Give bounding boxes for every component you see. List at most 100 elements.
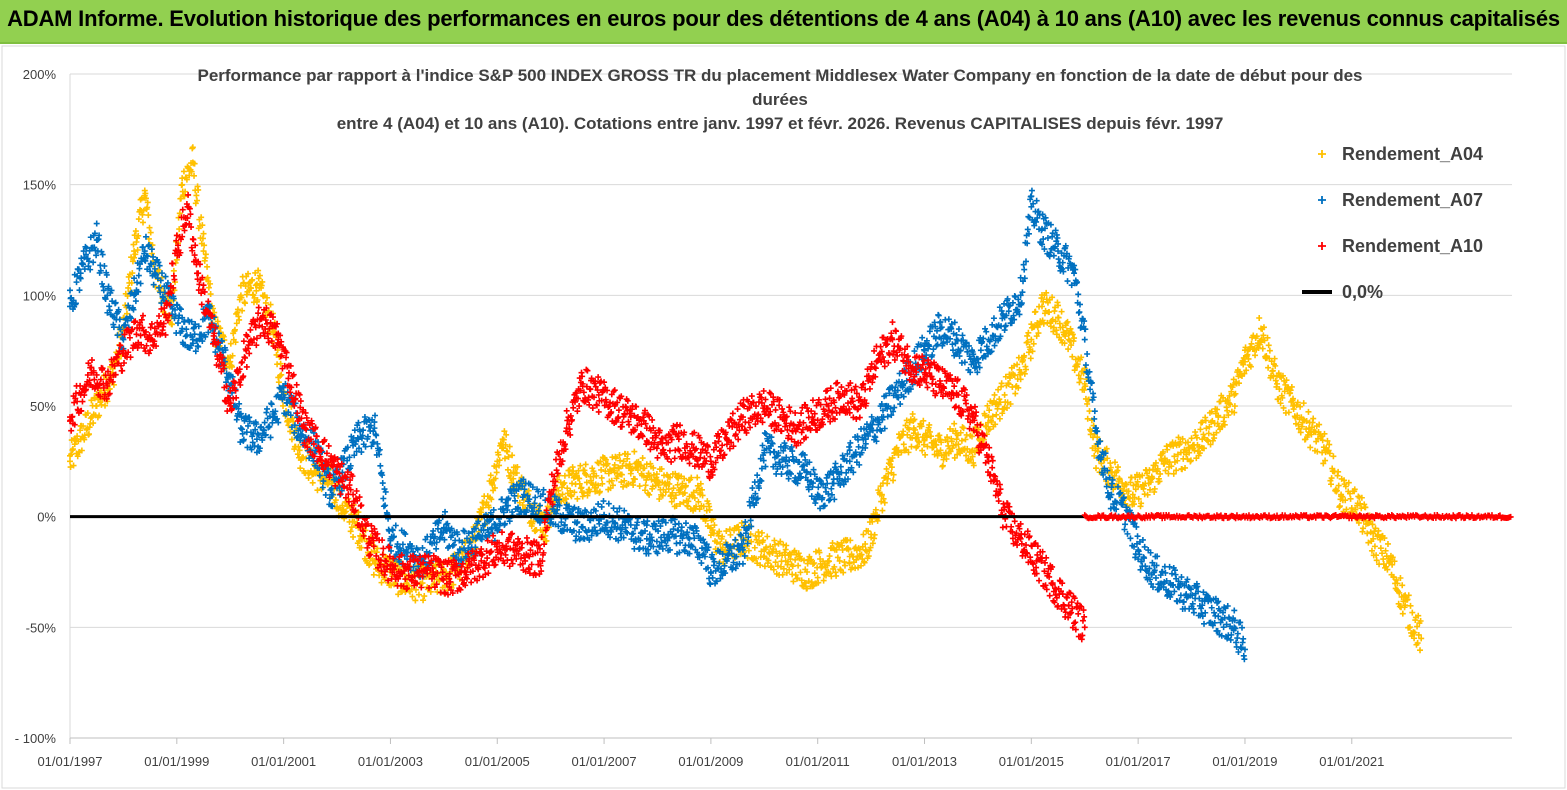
point-rendement-a04 [146,224,153,231]
point-rendement-a04 [811,570,818,577]
point-rendement-a04 [958,437,965,444]
point-rendement-a04 [571,489,578,496]
point-rendement-a04 [131,254,138,261]
point-rendement-a04 [783,569,790,576]
point-rendement-a04 [589,465,596,472]
point-rendement-a04 [80,423,87,430]
point-rendement-a04 [70,462,77,469]
point-rendement-a04 [719,533,726,540]
point-rendement-a04 [85,431,92,438]
point-rendement-a04 [491,484,498,491]
point-rendement-a04 [869,518,876,525]
y-tick-label: 200% [23,67,57,82]
point-rendement-a04 [280,402,287,409]
point-rendement-a04 [139,211,146,218]
point-rendement-a04 [74,453,81,460]
point-rendement-a04 [102,402,109,409]
point-rendement-a04 [267,301,274,308]
point-rendement-a04 [986,407,993,414]
point-rendement-a04 [232,339,239,346]
x-tick-label: 01/01/2021 [1319,754,1384,769]
point-rendement-a04 [968,433,975,440]
point-rendement-a04 [558,484,565,491]
point-rendement-a04 [779,571,786,578]
point-rendement-a04 [911,416,918,423]
point-rendement-a04 [191,172,198,179]
point-rendement-a04 [842,562,849,569]
point-rendement-a04 [888,464,895,471]
point-rendement-a04 [852,544,859,551]
point-rendement-a04 [576,480,583,487]
point-rendement-a04 [493,469,500,476]
page-title: ADAM Informe. Evolution historique des p… [7,6,1560,31]
point-rendement-a04 [696,506,703,513]
point-rendement-a04 [240,279,247,286]
point-rendement-a04 [84,410,91,417]
point-rendement-a04 [415,591,422,598]
point-rendement-a04 [726,526,733,533]
point-rendement-a04 [908,443,915,450]
point-rendement-a04 [952,427,959,434]
point-rendement-a04 [790,578,797,585]
point-rendement-a04 [193,197,200,204]
point-rendement-a04 [951,420,958,427]
point-rendement-a04 [928,433,935,440]
point-rendement-a04 [909,411,916,418]
point-rendement-a04 [427,588,434,595]
point-rendement-a04 [674,481,681,488]
point-rendement-a04 [847,537,854,544]
point-rendement-a04 [125,284,132,291]
point-rendement-a04 [865,528,872,535]
point-rendement-a04 [255,267,262,274]
point-rendement-a04 [970,462,977,469]
point-rendement-a04 [889,454,896,461]
point-rendement-a04 [559,491,566,498]
point-rendement-a04 [242,300,249,307]
point-rendement-a04 [169,321,176,328]
point-rendement-a04 [253,287,260,294]
point-rendement-a04 [756,539,763,546]
point-rendement-a04 [697,480,704,487]
point-rendement-a04 [747,531,754,538]
point-rendement-a04 [990,397,997,404]
x-tick-label: 01/01/2007 [572,754,637,769]
point-rendement-a04 [560,481,567,488]
y-tick-label: 150% [23,178,57,193]
point-rendement-a04 [568,493,575,500]
point-rendement-a04 [969,453,976,460]
x-tick-label: 01/01/1997 [37,754,102,769]
point-rendement-a04 [694,474,701,481]
y-tick-label: -50% [26,620,57,635]
point-rendement-a04 [717,540,724,547]
point-rendement-a04 [845,546,852,553]
point-rendement-a04 [869,540,876,547]
point-rendement-a04 [254,296,261,303]
x-tick-label: 01/01/2003 [358,754,423,769]
point-rendement-a04 [492,475,499,482]
point-rendement-a04 [748,538,755,545]
point-rendement-a04 [879,507,886,514]
point-rendement-a04 [955,441,962,448]
point-rendement-a04 [147,229,154,236]
point-rendement-a04 [860,531,867,538]
point-rendement-a04 [573,472,580,479]
point-rendement-a04 [698,486,705,493]
point-rendement-a04 [862,540,869,547]
point-rendement-a04 [615,465,622,472]
point-rendement-a04 [880,495,887,502]
point-rendement-a04 [621,477,628,484]
point-rendement-a04 [278,371,285,378]
point-rendement-a04 [665,486,672,493]
point-rendement-a04 [641,465,648,472]
point-rendement-a04 [914,431,921,438]
point-rendement-a04 [780,541,787,548]
point-rendement-a04 [794,575,801,582]
point-rendement-a04 [700,503,707,510]
point-rendement-a04 [982,412,989,419]
point-rendement-a04 [602,456,609,463]
point-rendement-a04 [682,482,689,489]
point-rendement-a04 [656,495,663,502]
point-rendement-a04 [90,420,97,427]
point-rendement-a04 [677,500,684,507]
point-rendement-a04 [543,537,550,544]
